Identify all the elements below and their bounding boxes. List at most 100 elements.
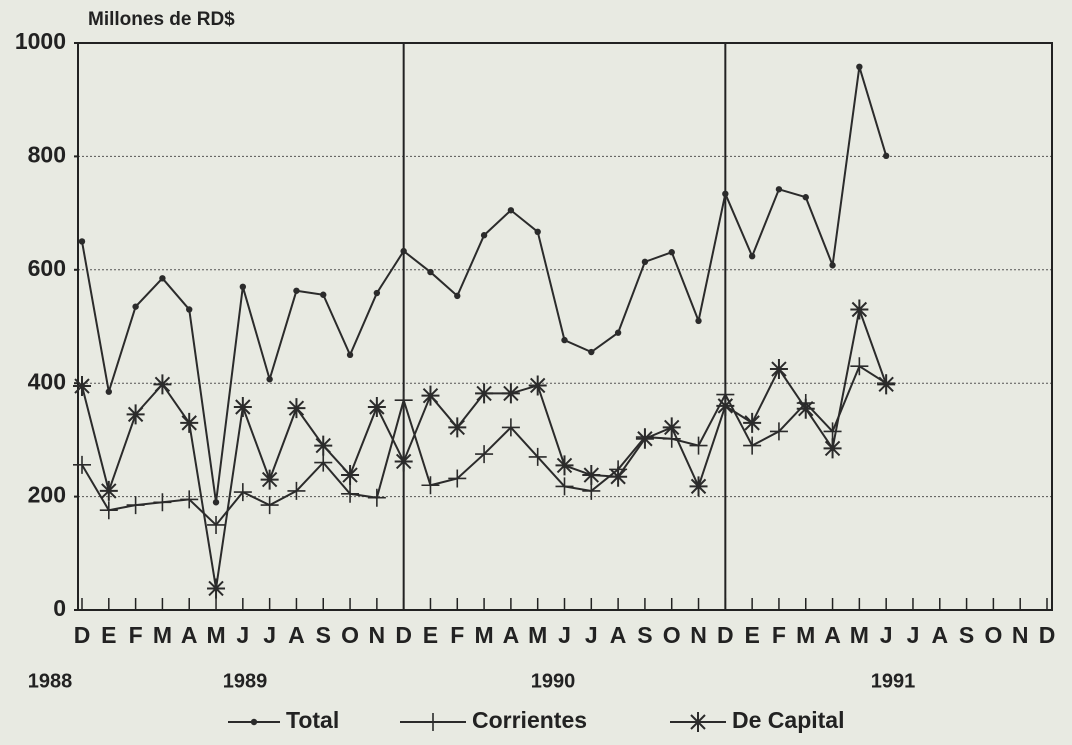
marker-plus [421,476,440,495]
marker-star [260,469,279,490]
point-marker [400,247,407,255]
x-tick-label: J [558,622,571,648]
marker-star [743,412,762,433]
point-marker [850,299,869,320]
point-marker [341,465,360,486]
marker-plus [528,447,547,466]
marker-dot [856,63,863,71]
marker-plus [689,436,708,455]
point-marker [850,357,869,376]
marker-star [609,466,628,487]
point-marker [180,412,199,433]
marker-dot [400,247,407,255]
marker-plus [475,445,494,464]
marker-dot [346,351,354,359]
marker-star [314,435,333,456]
marker-plus [126,496,145,515]
point-marker [641,258,649,266]
y-tick-label: 800 [28,141,66,167]
x-tick-label: J [880,622,893,648]
x-tick-label: S [316,622,331,648]
marker-star [877,374,896,395]
point-marker [341,484,360,503]
point-marker [99,480,118,501]
marker-dot [212,499,220,506]
marker-dot [641,258,649,266]
point-marker [266,376,273,383]
x-tick-label: J [907,622,920,648]
point-marker [528,447,547,466]
point-marker [695,317,702,325]
marker-plus [394,391,413,410]
marker-plus [743,436,762,455]
x-tick-label: M [850,622,869,648]
x-tick-label: D [395,622,412,648]
year-label: 1989 [223,670,268,692]
marker-plus [287,481,306,500]
y-axis-label: Millones de RD$ [88,9,235,30]
marker-dot [266,376,273,383]
point-marker [287,481,306,500]
point-marker [78,238,86,245]
point-marker [287,398,306,419]
marker-plus [73,455,91,474]
marker-star [528,375,547,396]
x-tick-label: A [610,622,627,648]
marker-star [769,359,788,380]
point-marker [233,483,252,502]
x-tick-label: S [637,622,652,648]
point-marker [314,453,333,472]
point-marker [775,186,783,193]
point-marker [501,418,520,437]
point-marker [421,476,440,495]
y-tick-label: 0 [53,595,66,621]
point-marker [233,397,252,418]
marker-plus [341,484,360,503]
point-marker [394,391,413,410]
y-tick-label: 600 [28,255,66,281]
point-marker [856,63,863,71]
marker-dot [775,186,783,193]
point-marker [722,190,729,198]
point-marker [480,232,488,239]
point-marker [769,359,788,380]
point-marker [689,476,708,497]
marker-dot [748,252,756,260]
marker-dot [668,249,675,256]
point-marker [716,395,735,416]
point-marker [320,291,327,298]
marker-plus [153,493,172,512]
x-tick-label: M [153,622,172,648]
marker-star [341,465,360,486]
point-marker [507,207,515,214]
x-tick-label: O [663,622,681,648]
point-marker [448,417,467,438]
point-marker [260,496,279,515]
marker-star [850,299,869,320]
point-marker [823,422,842,441]
marker-star [823,438,842,459]
marker-dot [480,232,488,239]
marker-dot [722,190,729,198]
point-marker [769,422,788,441]
marker-dot [105,388,113,395]
marker-dot [373,289,381,297]
x-tick-label: D [1039,622,1056,648]
point-marker [609,466,628,487]
marker-star [180,412,199,433]
point-marker [99,501,118,520]
marker-star [207,578,226,599]
legend-marker [424,713,442,731]
point-marker [475,445,494,464]
point-marker [689,436,708,455]
point-marker [212,499,220,506]
point-marker [555,455,574,476]
point-marker [132,303,139,310]
point-marker [555,477,574,496]
marker-dot [454,292,461,300]
x-tick-label: O [341,622,359,648]
x-tick-label: M [474,622,493,648]
point-marker [662,417,681,438]
